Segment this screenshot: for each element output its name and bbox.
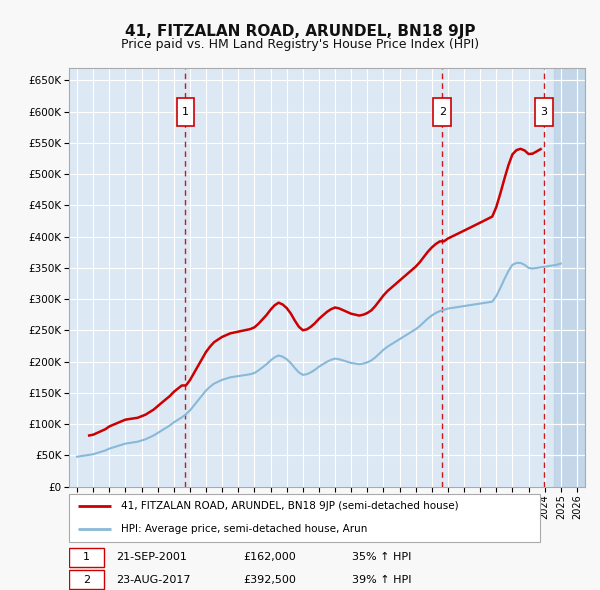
Text: 21-SEP-2001: 21-SEP-2001 (116, 552, 187, 562)
FancyBboxPatch shape (69, 494, 540, 542)
Bar (176, 98, 194, 126)
Text: HPI: Average price, semi-detached house, Arun: HPI: Average price, semi-detached house,… (121, 525, 367, 535)
Bar (69, 548, 104, 567)
Text: 2: 2 (439, 107, 446, 117)
Text: 1: 1 (83, 552, 90, 562)
Text: 23-AUG-2017: 23-AUG-2017 (116, 575, 191, 585)
Text: £392,500: £392,500 (243, 575, 296, 585)
Bar (69, 570, 104, 589)
Text: 35% ↑ HPI: 35% ↑ HPI (352, 552, 411, 562)
Text: Price paid vs. HM Land Registry's House Price Index (HPI): Price paid vs. HM Land Registry's House … (121, 38, 479, 51)
Text: 2: 2 (83, 575, 90, 585)
Text: £162,000: £162,000 (243, 552, 296, 562)
Bar (535, 98, 553, 126)
Text: 3: 3 (541, 107, 547, 117)
Text: 39% ↑ HPI: 39% ↑ HPI (352, 575, 411, 585)
Text: 41, FITZALAN ROAD, ARUNDEL, BN18 9JP: 41, FITZALAN ROAD, ARUNDEL, BN18 9JP (125, 24, 475, 38)
Bar (433, 98, 451, 126)
Text: 1: 1 (182, 107, 189, 117)
Bar (554, 68, 585, 487)
Text: 41, FITZALAN ROAD, ARUNDEL, BN18 9JP (semi-detached house): 41, FITZALAN ROAD, ARUNDEL, BN18 9JP (se… (121, 501, 458, 511)
